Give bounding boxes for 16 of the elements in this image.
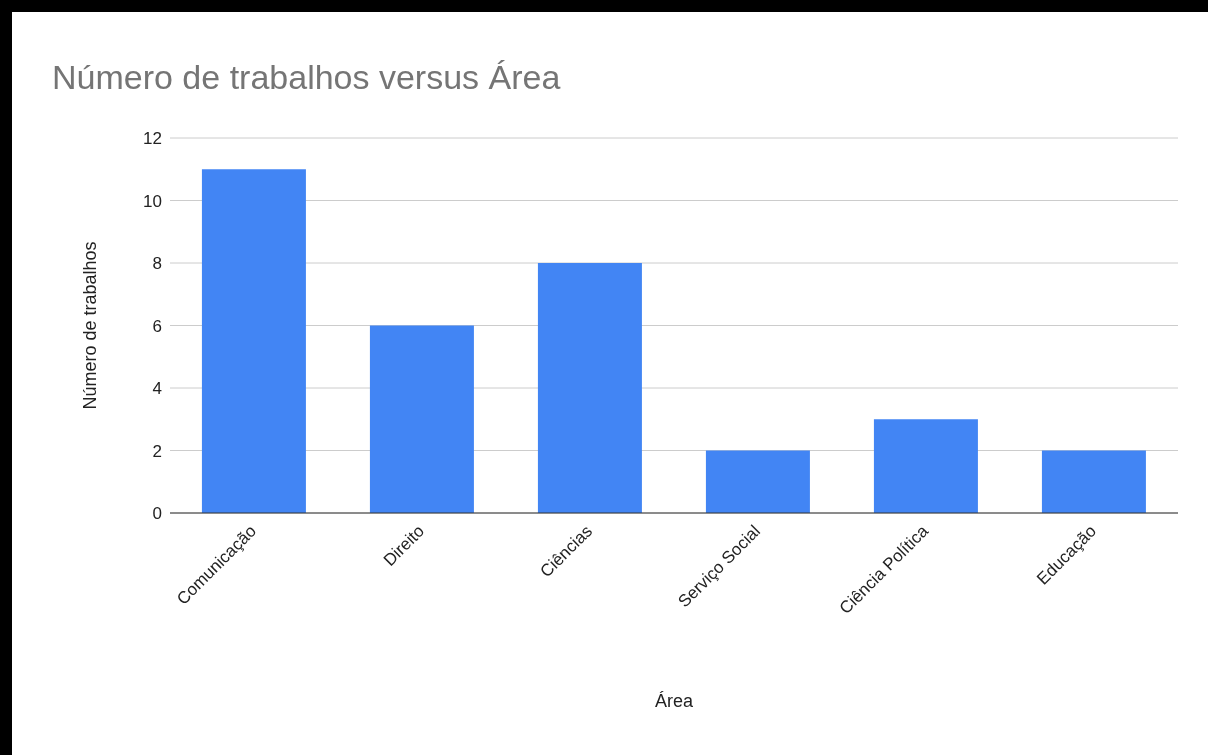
y-tick-label: 10	[143, 191, 162, 211]
y-tick-label: 4	[152, 379, 162, 399]
chart-title: Número de trabalhos versus Área	[52, 58, 561, 97]
y-tick-label: 6	[152, 316, 162, 336]
bar	[873, 419, 978, 513]
y-tick-label: 0	[152, 504, 162, 524]
x-axis-title: Área	[654, 691, 694, 711]
y-tick-label: 2	[152, 441, 162, 461]
bar	[201, 169, 306, 513]
bar	[1041, 450, 1146, 513]
bar	[537, 263, 642, 513]
y-tick-label: 12	[143, 129, 162, 149]
bar	[369, 325, 474, 513]
bar	[705, 450, 810, 513]
y-tick-label: 8	[152, 254, 162, 274]
y-axis-title: Número de trabalhos	[80, 241, 101, 410]
